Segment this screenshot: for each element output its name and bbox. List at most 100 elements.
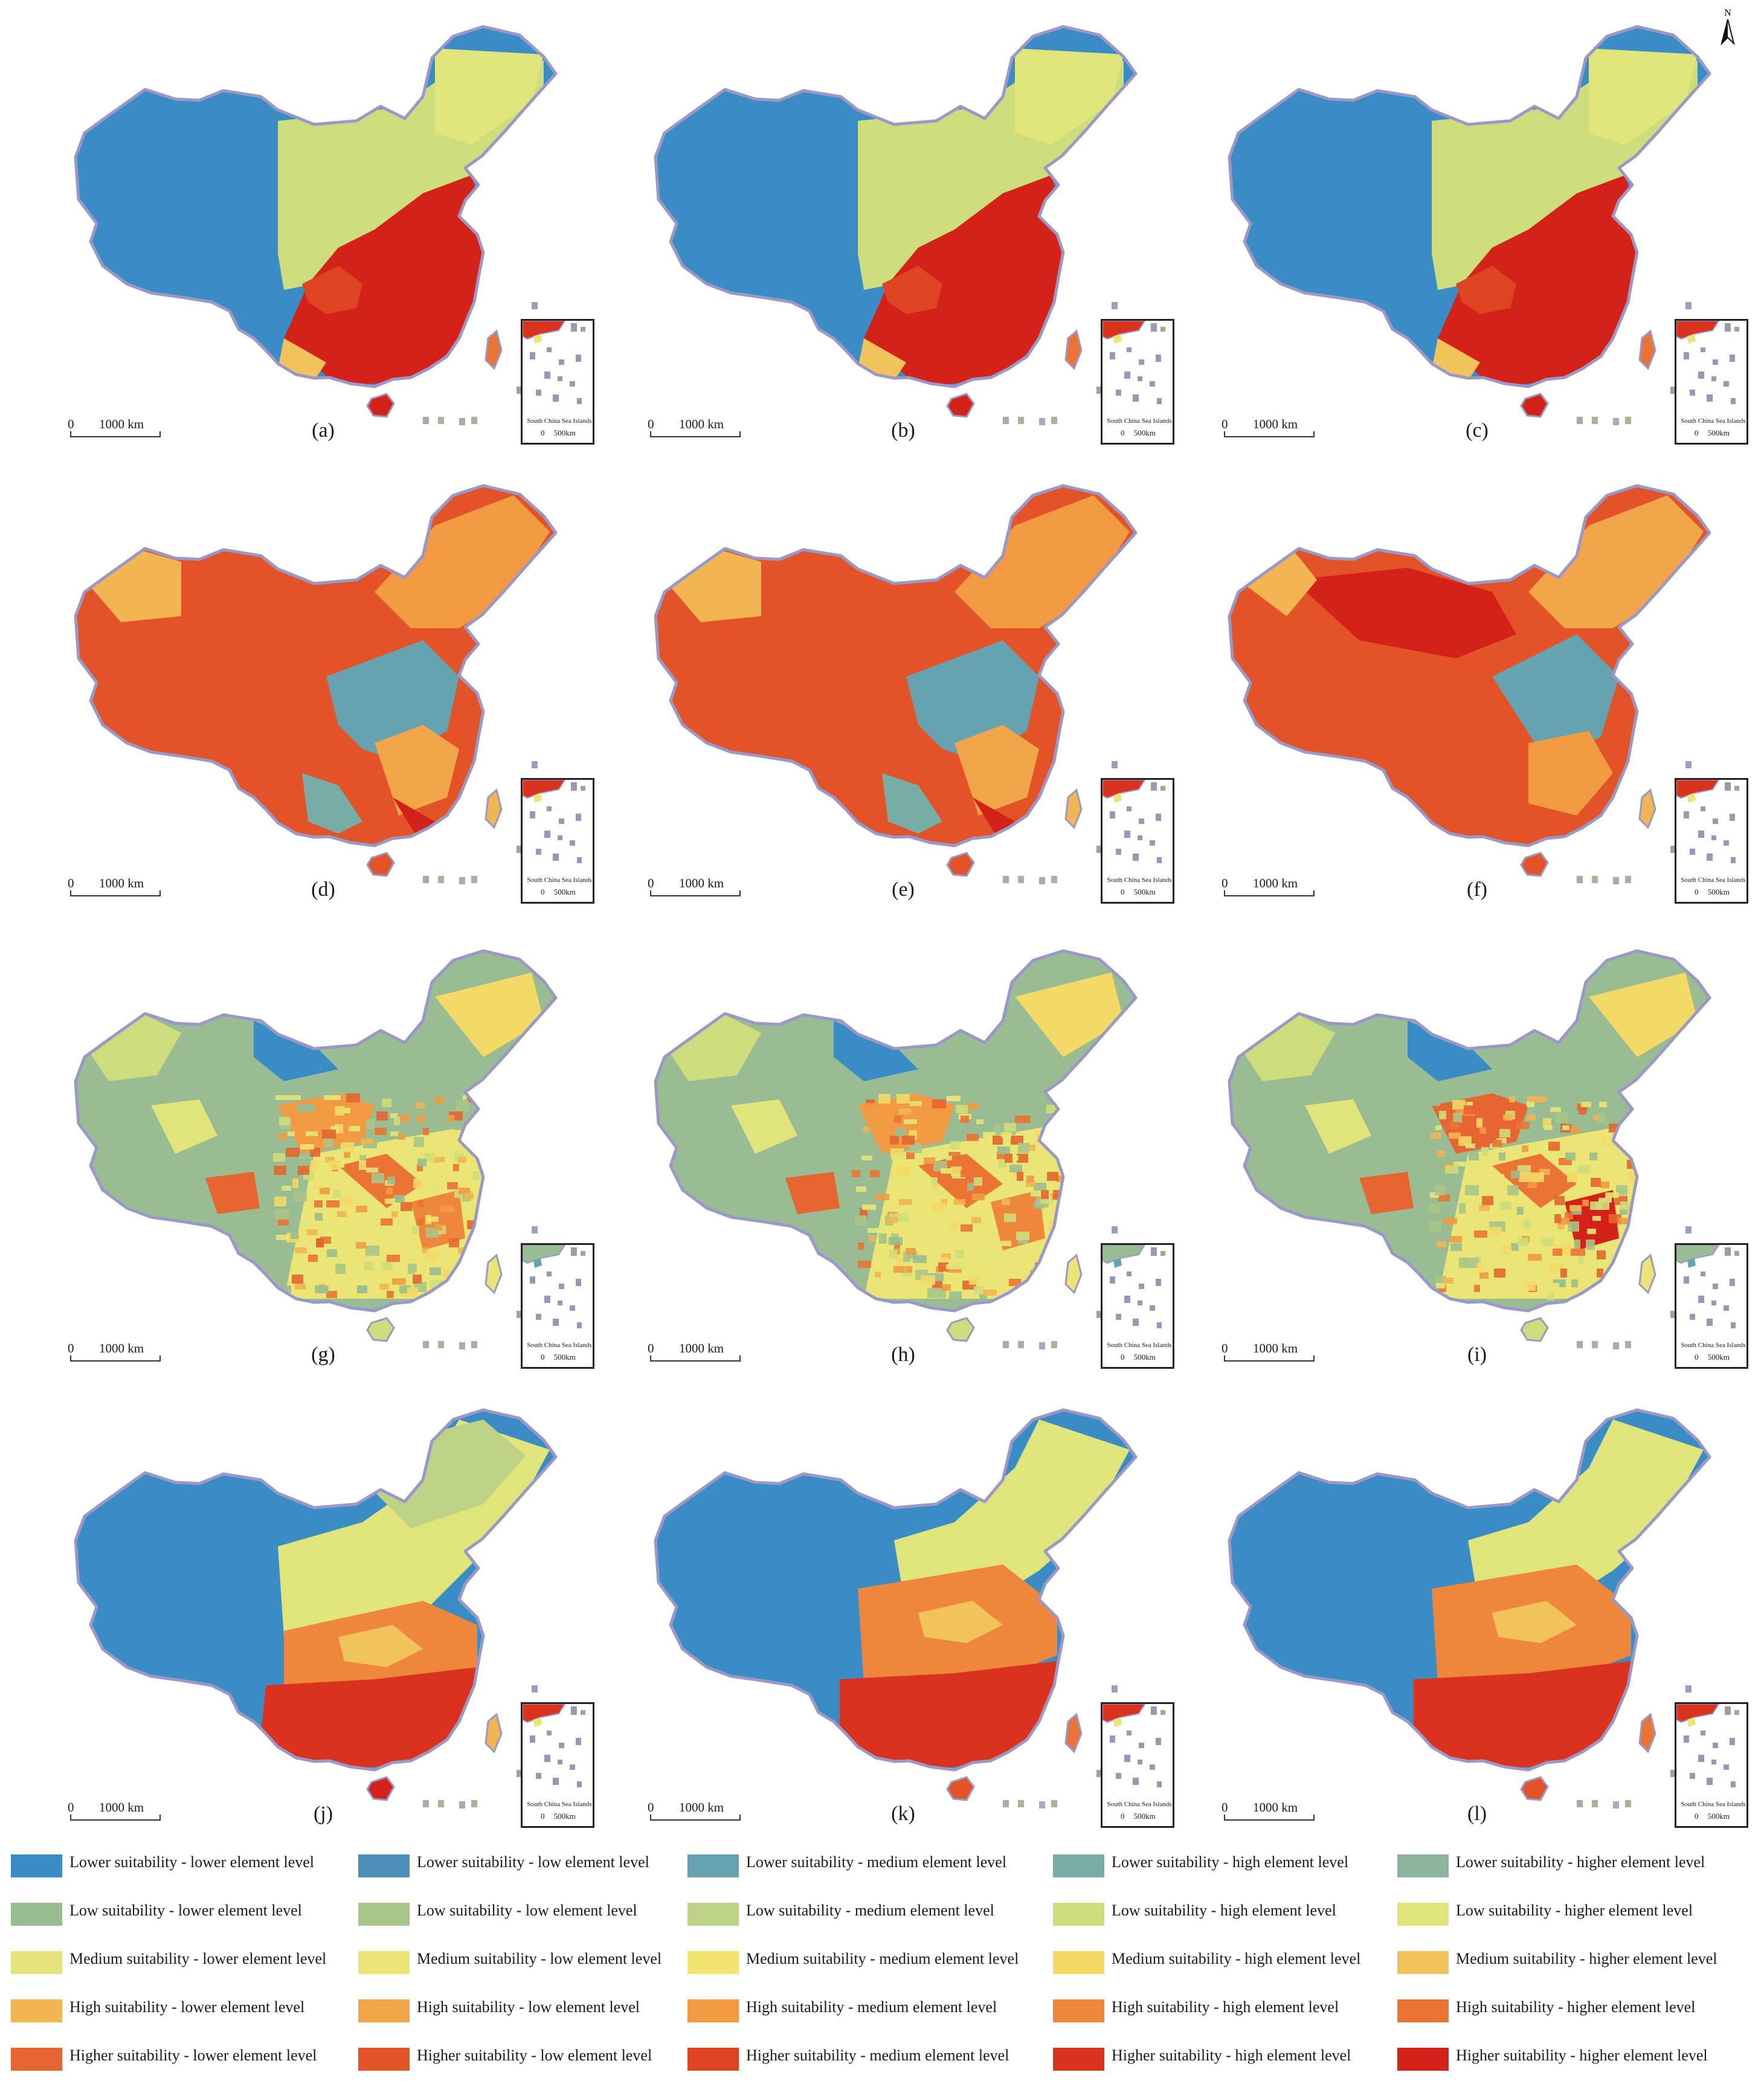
map-panel: South China Sea Islands 0 500km 0 1000 k… xyxy=(580,459,1174,906)
inset-scale-label: 500km xyxy=(1133,1812,1156,1821)
inset-map xyxy=(1102,780,1165,863)
scale-label: 1000 km xyxy=(1253,417,1298,431)
legend-swatch xyxy=(687,2048,739,2071)
national-border xyxy=(74,25,558,388)
china-map xyxy=(654,484,1138,884)
legend-swatch xyxy=(1397,1854,1449,1877)
legend-swatch xyxy=(1053,1854,1104,1877)
legend-label: Low suitability - medium element level xyxy=(746,1902,994,1919)
scale-label: 1000 km xyxy=(1253,876,1298,890)
scale-zero: 0 xyxy=(648,1341,654,1355)
taiwan-island xyxy=(484,1253,503,1294)
south-china-sea-inset: South China Sea Islands 0 500km xyxy=(1675,1702,1748,1828)
scale-label: 1000 km xyxy=(679,876,724,890)
map-panel: South China Sea Islands 0 500km 0 1000 k… xyxy=(1154,459,1748,906)
inset-map xyxy=(1102,1245,1165,1328)
inset-scale-label: 500km xyxy=(553,1352,576,1362)
china-map xyxy=(654,25,1138,425)
inset-scale: 0 500km xyxy=(541,1352,576,1362)
legend-swatch xyxy=(687,1903,739,1926)
legend-swatch xyxy=(11,1854,62,1877)
scale-label: 1000 km xyxy=(99,1800,144,1815)
taiwan-island xyxy=(1638,788,1656,829)
scale-zero: 0 xyxy=(648,417,654,431)
map-panel: South China Sea Islands 0 500km 0 1000 k… xyxy=(1154,1383,1748,1830)
inset-scale-label: 500km xyxy=(1707,1352,1730,1362)
inset-scale-zero: 0 xyxy=(1121,428,1125,437)
legend-swatch xyxy=(11,1951,62,1974)
national-border xyxy=(654,484,1138,847)
map-panel: South China Sea Islands 0 500km 0 1000 k… xyxy=(0,0,594,447)
inset-scale-zero: 0 xyxy=(541,887,545,896)
national-border xyxy=(654,1408,1138,1772)
taiwan-island xyxy=(1064,329,1083,370)
legend-label: Medium suitability - medium element leve… xyxy=(746,1950,1019,1967)
south-china-sea-inset: South China Sea Islands 0 500km xyxy=(1101,319,1174,445)
inset-scale-zero: 0 xyxy=(541,1352,545,1362)
map-panel: South China Sea Islands 0 500km 0 1000 k… xyxy=(0,924,594,1371)
south-china-sea-inset: South China Sea Islands 0 500km xyxy=(1101,1702,1174,1828)
inset-scale: 0 500km xyxy=(1121,1812,1156,1821)
map-panel: South China Sea Islands 0 500km 0 1000 k… xyxy=(1154,924,1748,1371)
inset-map xyxy=(523,1704,585,1787)
inset-map xyxy=(1676,1704,1739,1787)
national-border xyxy=(654,25,1138,388)
legend-swatch xyxy=(358,1903,410,1926)
legend-label: Lower suitability - higher element level xyxy=(1456,1853,1705,1871)
scale-zero: 0 xyxy=(68,1341,74,1355)
inset-map xyxy=(1102,1704,1165,1787)
south-china-sea-inset: South China Sea Islands 0 500km xyxy=(1101,778,1174,904)
legend-label: Higher suitability - low element level xyxy=(417,2047,652,2064)
inset-scale: 0 500km xyxy=(1121,1352,1156,1362)
inset-scale-label: 500km xyxy=(1707,1812,1730,1821)
inset-scale-zero: 0 xyxy=(1695,428,1699,437)
legend-swatch xyxy=(1053,1951,1104,1974)
hainan-island xyxy=(366,852,395,877)
legend-swatch xyxy=(1397,1903,1449,1926)
map-panel: South China Sea Islands 0 500km 0 1000 k… xyxy=(580,924,1174,1371)
scale-zero: 0 xyxy=(1222,1800,1228,1815)
legend-label: High suitability - high element level xyxy=(1112,1998,1339,2016)
map-panel: South China Sea Islands 0 500km 0 1000 k… xyxy=(0,459,594,906)
scale-zero: 0 xyxy=(68,876,74,890)
inset-scale: 0 500km xyxy=(1695,428,1730,438)
south-china-sea-inset: South China Sea Islands 0 500km xyxy=(521,319,594,445)
hainan-island xyxy=(366,393,395,418)
legend-swatch xyxy=(358,2048,410,2071)
taiwan-island xyxy=(1064,788,1083,829)
china-map xyxy=(1228,484,1711,884)
inset-map xyxy=(1676,780,1739,863)
legend-swatch xyxy=(1053,2048,1104,2071)
legend-swatch xyxy=(11,2048,62,2071)
inset-scale: 0 500km xyxy=(1695,1812,1730,1821)
scale-label: 1000 km xyxy=(99,876,144,890)
taiwan-island xyxy=(1638,1253,1656,1294)
taiwan-island xyxy=(484,788,503,829)
legend-label: Lower suitability - high element level xyxy=(1112,1853,1349,1871)
inset-scale-zero: 0 xyxy=(1121,1812,1125,1821)
panel-label: (k) xyxy=(891,1802,915,1825)
hainan-island xyxy=(946,393,975,418)
inset-map xyxy=(1102,321,1165,404)
north-label: N xyxy=(1724,8,1731,18)
china-map xyxy=(74,25,558,425)
inset-scale-zero: 0 xyxy=(1695,887,1699,896)
south-china-sea-inset: South China Sea Islands 0 500km xyxy=(1101,1243,1174,1369)
taiwan-island xyxy=(1064,1253,1083,1294)
legend-label: Medium suitability - higher element leve… xyxy=(1456,1950,1717,1967)
national-border xyxy=(1228,1408,1711,1772)
panel-label: (d) xyxy=(311,878,335,901)
china-map xyxy=(1228,1408,1711,1809)
inset-scale-zero: 0 xyxy=(1695,1352,1699,1362)
taiwan-island xyxy=(1638,329,1656,370)
panel-label: (i) xyxy=(1467,1343,1487,1366)
panel-label: (l) xyxy=(1467,1802,1487,1825)
national-border xyxy=(1228,484,1711,847)
inset-map xyxy=(523,321,585,404)
china-map xyxy=(654,1408,1138,1809)
inset-scale: 0 500km xyxy=(1121,887,1156,897)
inset-title: South China Sea Islands xyxy=(1681,417,1746,425)
inset-title: South China Sea Islands xyxy=(527,876,592,884)
inset-scale-zero: 0 xyxy=(1121,1352,1125,1362)
inset-title: South China Sea Islands xyxy=(527,1801,592,1808)
